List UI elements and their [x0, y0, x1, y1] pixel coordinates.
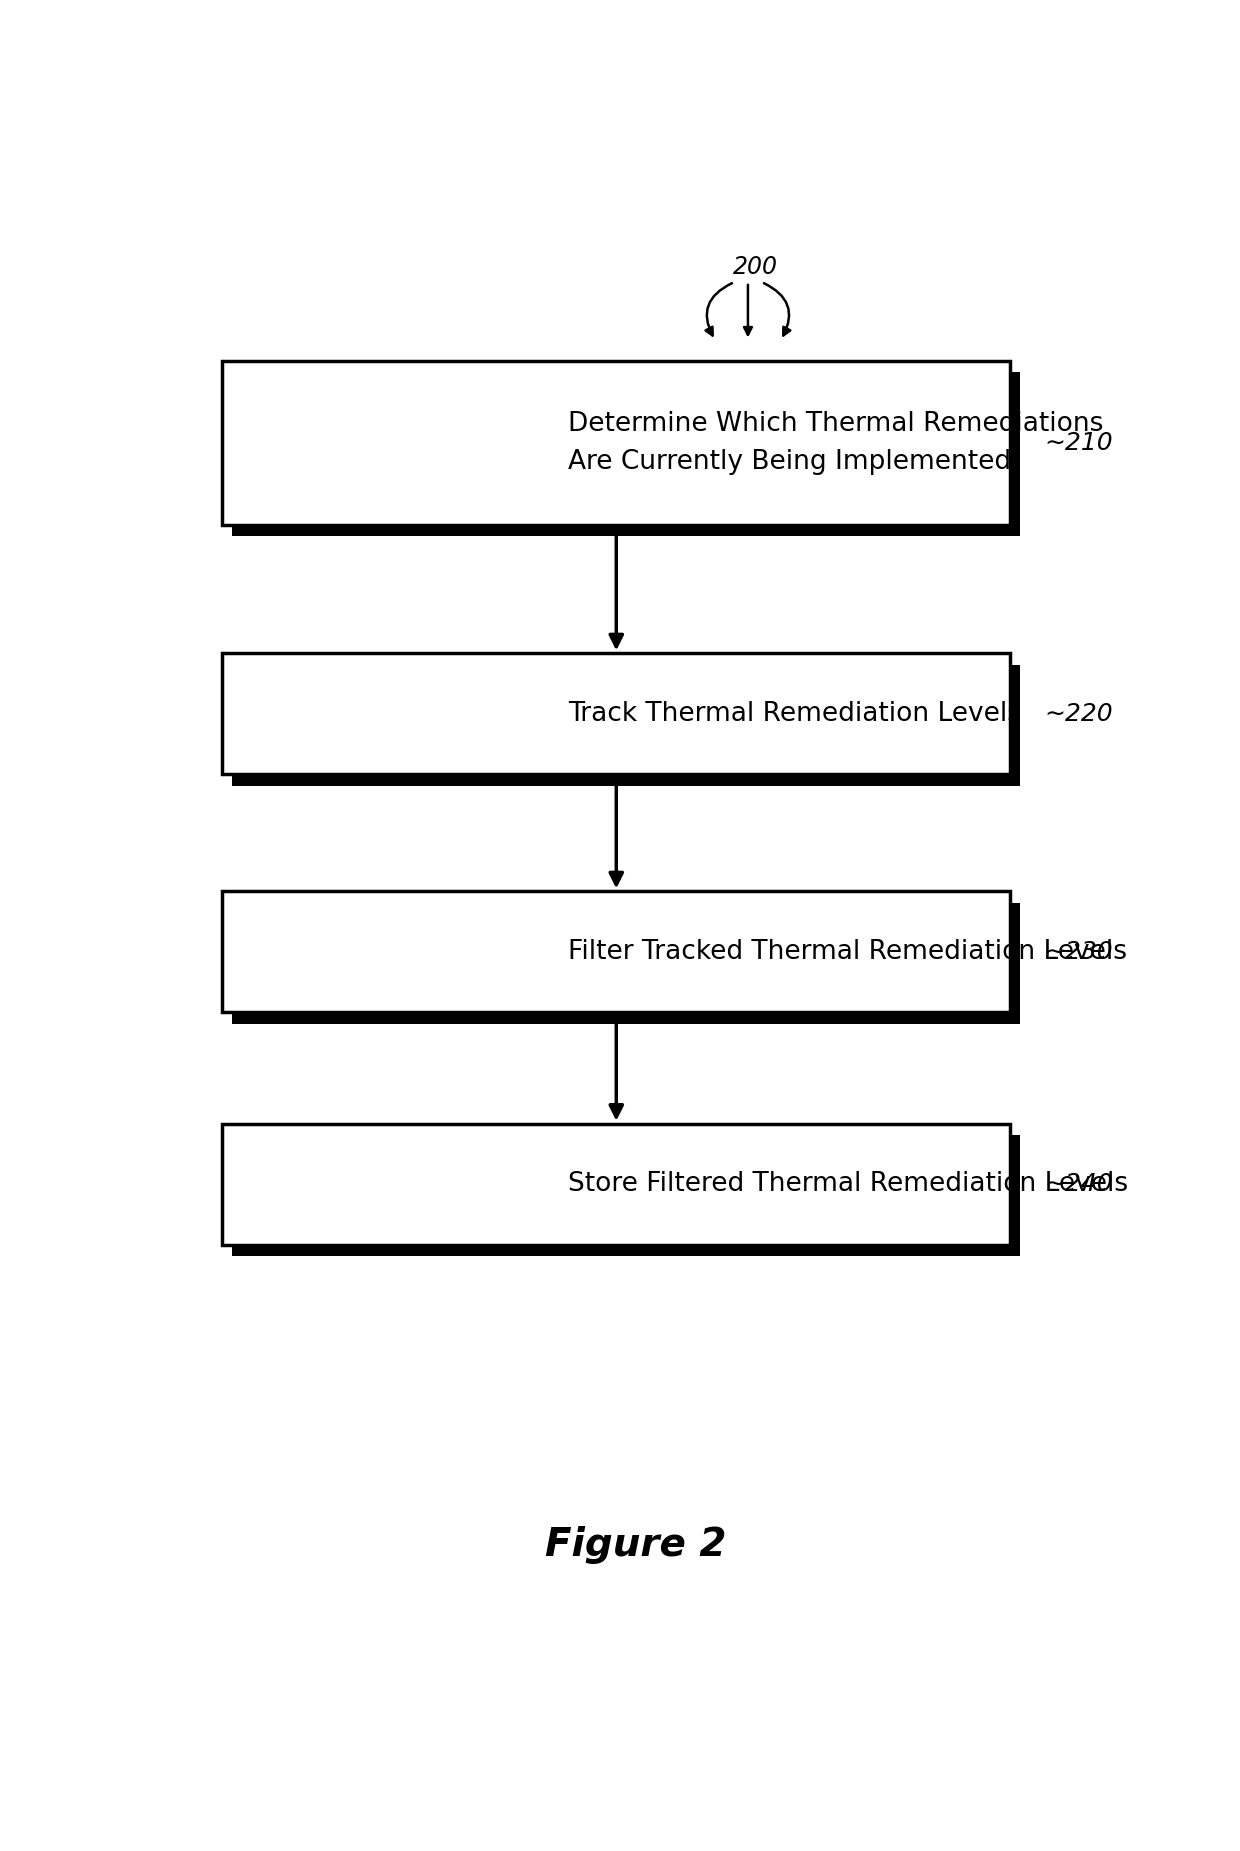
- Bar: [232, 1135, 1019, 1257]
- Text: Filter Tracked Thermal Remediation Levels: Filter Tracked Thermal Remediation Level…: [568, 938, 1127, 964]
- Text: Track Thermal Remediation Levels: Track Thermal Remediation Levels: [568, 702, 1022, 727]
- Text: 200: 200: [733, 255, 779, 280]
- Text: ∼210: ∼210: [1044, 431, 1112, 455]
- Bar: [222, 1124, 1011, 1244]
- Text: Figure 2: Figure 2: [544, 1525, 727, 1564]
- Text: ∼240: ∼240: [1044, 1172, 1112, 1196]
- Text: Store Filtered Thermal Remediation Levels: Store Filtered Thermal Remediation Level…: [568, 1172, 1128, 1198]
- Bar: [222, 892, 1011, 1012]
- Bar: [222, 653, 1011, 774]
- Bar: [222, 361, 1011, 526]
- Bar: [232, 665, 1019, 787]
- Bar: [232, 903, 1019, 1024]
- Bar: [232, 372, 1019, 537]
- Text: ∼230: ∼230: [1044, 940, 1112, 964]
- Text: ∼220: ∼220: [1044, 702, 1112, 726]
- Text: Determine Which Thermal Remediations
Are Currently Being Implemented: Determine Which Thermal Remediations Are…: [568, 411, 1104, 476]
